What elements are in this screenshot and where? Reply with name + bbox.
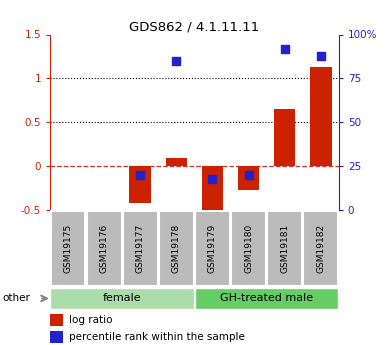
Point xyxy=(246,172,252,178)
Bar xyxy=(267,211,302,286)
Bar xyxy=(50,314,63,326)
Text: GSM19180: GSM19180 xyxy=(244,224,253,273)
Bar xyxy=(51,211,85,286)
Bar xyxy=(50,287,194,309)
Text: GSM19176: GSM19176 xyxy=(100,224,109,273)
Point xyxy=(209,176,216,181)
Bar xyxy=(195,211,230,286)
Text: GSM19181: GSM19181 xyxy=(280,224,289,273)
Bar xyxy=(129,166,151,204)
Text: GSM19177: GSM19177 xyxy=(136,224,145,273)
Title: GDS862 / 4.1.11.11: GDS862 / 4.1.11.11 xyxy=(129,20,259,33)
Point xyxy=(318,53,324,58)
Bar xyxy=(231,211,266,286)
Text: GSM19178: GSM19178 xyxy=(172,224,181,273)
Bar xyxy=(195,287,338,309)
Bar xyxy=(166,158,187,166)
Bar xyxy=(159,211,194,286)
Point xyxy=(281,46,288,51)
Bar xyxy=(310,67,331,166)
Text: GSM19182: GSM19182 xyxy=(316,224,325,273)
Bar xyxy=(238,166,259,190)
Bar xyxy=(274,109,296,166)
Bar xyxy=(303,211,338,286)
Text: GH-treated male: GH-treated male xyxy=(220,294,313,303)
Bar xyxy=(50,331,63,343)
Bar xyxy=(202,166,223,212)
Text: female: female xyxy=(103,294,142,303)
Point xyxy=(137,172,143,178)
Bar xyxy=(123,211,157,286)
Text: percentile rank within the sample: percentile rank within the sample xyxy=(69,333,245,342)
Text: GSM19179: GSM19179 xyxy=(208,224,217,273)
Text: log ratio: log ratio xyxy=(69,315,112,325)
Text: other: other xyxy=(2,294,30,303)
Text: GSM19175: GSM19175 xyxy=(64,224,73,273)
Point xyxy=(173,58,179,64)
Bar xyxy=(87,211,122,286)
